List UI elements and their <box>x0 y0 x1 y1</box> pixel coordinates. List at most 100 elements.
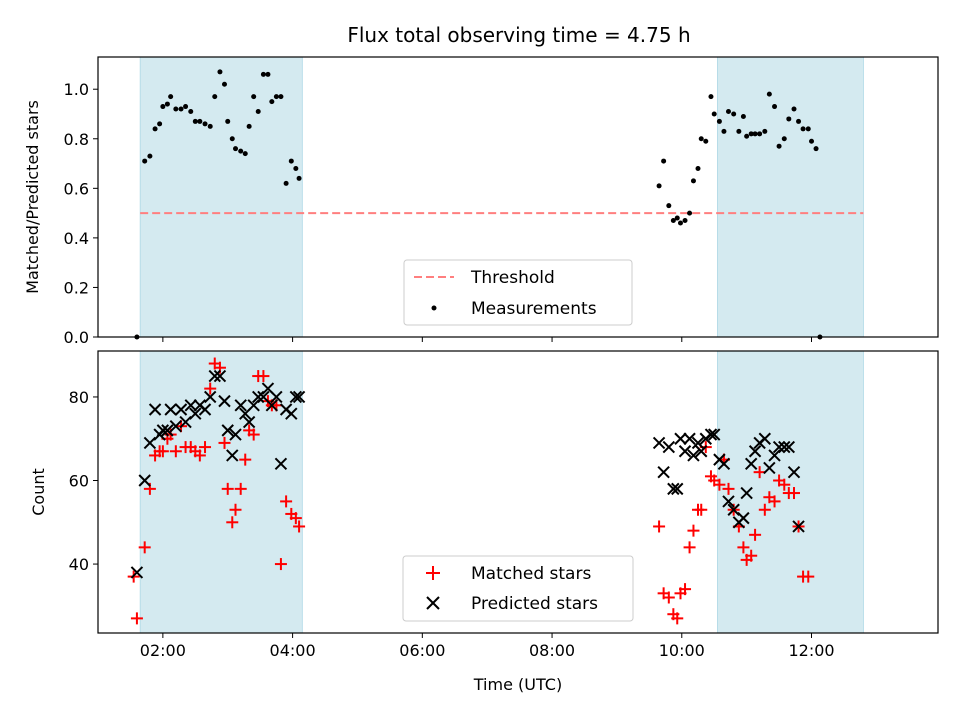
measurement-point <box>157 121 163 127</box>
measurement-point <box>152 126 158 132</box>
x-tick-label: 12:00 <box>788 641 834 660</box>
legend-threshold-label: Threshold <box>470 268 555 288</box>
measurement-point <box>202 121 208 127</box>
measurement-point <box>740 113 746 119</box>
measurement-point <box>796 118 802 124</box>
measurement-point <box>762 128 768 134</box>
measurement-point <box>708 94 714 100</box>
measurement-point <box>656 183 662 189</box>
bottom-legend: Matched stars Predicted stars <box>402 555 634 622</box>
bottom-plot-frame <box>97 350 939 634</box>
matched-star-point <box>758 503 771 516</box>
shaded-interval <box>717 350 864 634</box>
matched-star-point <box>229 503 242 516</box>
measurement-point <box>293 166 299 172</box>
measurement-point <box>711 111 717 117</box>
measurement-point <box>255 109 261 115</box>
matched-star-point <box>713 478 726 491</box>
matched-star-point <box>204 382 217 395</box>
measurement-point <box>188 109 194 115</box>
predicted-star-point <box>174 403 188 416</box>
measurements-layer <box>134 69 823 340</box>
legend-matched-label: Matched stars <box>471 564 591 584</box>
matched-star-point <box>138 541 151 554</box>
predicted-star-point <box>737 511 750 525</box>
measurement-point <box>677 220 683 226</box>
measurement-point <box>233 146 239 152</box>
predicted-star-point <box>221 424 234 437</box>
measurement-point <box>809 138 815 144</box>
measurement-point <box>813 146 819 152</box>
measurement-point <box>147 153 153 159</box>
matched-star-point <box>788 487 800 500</box>
matched-star-point <box>778 478 791 491</box>
measurement-point <box>805 126 811 132</box>
measurement-point <box>265 71 271 77</box>
predicted-star-point <box>704 428 718 441</box>
measurement-point <box>731 111 737 117</box>
matched-star-point <box>289 512 302 525</box>
y-tick-label: 0.2 <box>64 278 89 297</box>
panel-bottom: 40 60 80 02:00 04:00 06:00 08:00 10:00 12:00 Co… <box>29 350 939 694</box>
matched-star-point <box>749 528 762 541</box>
measurement-point <box>260 71 266 77</box>
predicted-star-point <box>234 399 247 412</box>
matched-star-point <box>221 482 234 495</box>
measurement-point <box>776 143 782 149</box>
y-tick-label: 0.8 <box>64 130 89 149</box>
matched-star-point <box>257 370 270 383</box>
measurement-point <box>725 109 731 115</box>
measurement-point <box>278 94 284 100</box>
bottom-x-axis: 02:00 04:00 06:00 08:00 10:00 12:00 <box>140 633 835 660</box>
measurement-point <box>682 218 688 224</box>
matched-star-point <box>218 436 231 449</box>
top-shaded-intervals <box>139 56 864 338</box>
measurement-point <box>183 104 189 110</box>
predicted-star-point <box>662 440 676 454</box>
measurement-point <box>690 178 696 184</box>
predicted-star-point <box>722 495 735 508</box>
predicted-star-point <box>218 394 231 408</box>
measurement-point <box>273 94 279 100</box>
predicted-star-point <box>161 424 174 437</box>
measurement-point <box>283 180 289 186</box>
predicted-star-point <box>274 457 288 471</box>
predicted-star-point <box>782 440 796 454</box>
predicted-star-point <box>792 520 805 533</box>
matched-star-point <box>193 449 206 462</box>
measurement-point <box>207 123 213 129</box>
predicted-star-point <box>208 369 221 383</box>
matched-star-point <box>687 524 700 537</box>
matched-star-point <box>695 503 708 516</box>
top-plot-frame <box>97 56 939 338</box>
predicted-star-point <box>657 465 670 479</box>
measurement-point <box>142 158 148 164</box>
measurement-point <box>772 104 778 110</box>
y-tick-label: 1.0 <box>64 80 89 99</box>
x-tick-label: 08:00 <box>529 641 575 660</box>
top-legend-box <box>403 259 633 326</box>
matched-star-point <box>745 549 758 562</box>
predicted-star-point <box>683 432 696 445</box>
predicted-star-point <box>787 465 801 479</box>
predicted-star-point <box>289 390 303 404</box>
measurement-point <box>703 138 709 144</box>
measurement-point <box>748 131 754 137</box>
measurement-point <box>744 133 750 139</box>
shaded-interval <box>139 350 303 634</box>
matched-star-point <box>671 612 684 625</box>
predicted-star-point <box>164 403 177 416</box>
predicted-star-point <box>667 482 680 496</box>
predicted-star-point <box>189 407 202 420</box>
top-y-axis-label: Matched/Predicted stars <box>23 100 42 294</box>
matched-star-point <box>683 541 696 554</box>
matched-star-point <box>199 441 212 454</box>
shaded-interval <box>139 56 303 338</box>
matched-star-point <box>679 583 692 596</box>
measurement-point <box>242 151 248 157</box>
predicted-star-point <box>198 403 212 416</box>
x-axis-label: Time (UTC) <box>473 675 562 694</box>
measurement-point <box>736 128 742 134</box>
measurement-point <box>721 128 727 134</box>
predicted-star-point <box>652 436 666 450</box>
